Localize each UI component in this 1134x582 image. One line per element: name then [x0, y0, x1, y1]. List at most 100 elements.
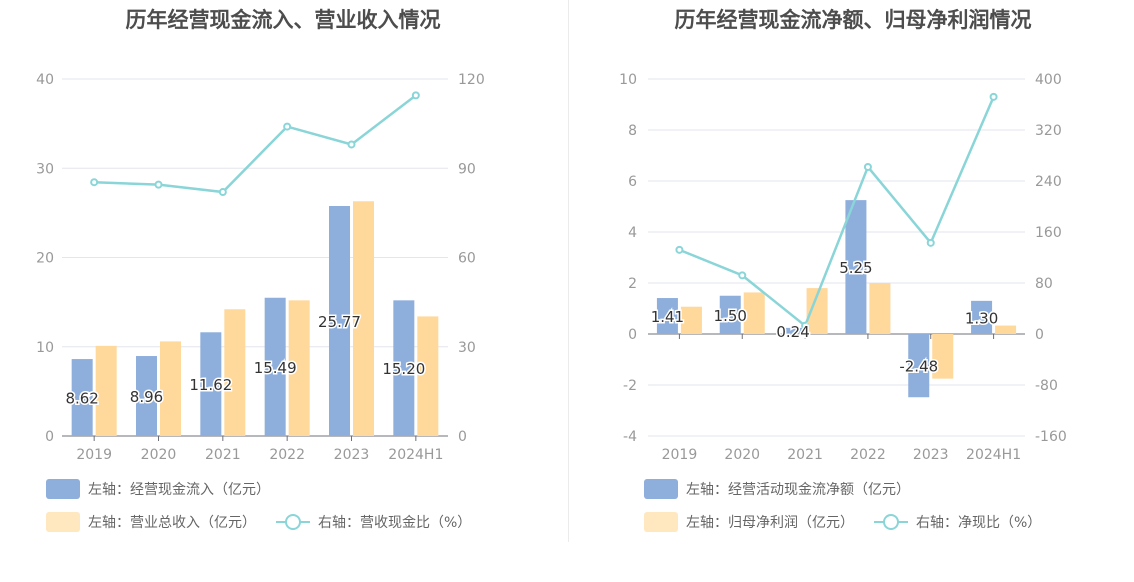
- y-left-tick-label: 0: [628, 327, 637, 343]
- bar-series1: [393, 300, 415, 436]
- legend-row-1: 左轴：经营活动现金流净额（亿元）: [644, 479, 930, 499]
- line-point: [347, 140, 356, 149]
- bar-series2: [224, 309, 246, 436]
- bar-data-label: 8.62: [65, 390, 98, 408]
- x-tick-label: 2019: [662, 447, 698, 463]
- legend-swatch-line: [276, 512, 310, 532]
- x-tick-label: 2022: [850, 447, 886, 463]
- legend-item-net-cash-ratio[interactable]: 右轴：净现比（%）: [874, 512, 1041, 532]
- legend-swatch-bar2: [46, 512, 80, 532]
- y-right-tick-label: 0: [458, 429, 467, 445]
- bar-series1: [200, 332, 222, 436]
- y-right-tick-label: 30: [458, 340, 476, 356]
- y-right-tick-label: 0: [1035, 327, 1044, 343]
- y-left-tick-label: 0: [45, 429, 54, 445]
- y-left-tick-label: 10: [619, 72, 637, 88]
- x-tick-label: 2020: [724, 447, 760, 463]
- legend-swatch-bar2: [644, 512, 678, 532]
- legend-item-net-cash-flow[interactable]: 左轴：经营活动现金流净额（亿元）: [644, 479, 910, 499]
- bar-series1: [656, 298, 678, 334]
- bar-data-label: 0.24: [776, 323, 809, 341]
- legend-label: 左轴：归母净利润（亿元）: [686, 515, 854, 531]
- legend-row-2: 左轴：营业总收入（亿元） 右轴：营收现金比（%）: [46, 512, 491, 532]
- bar-series2: [995, 325, 1017, 334]
- legend-label: 右轴：净现比（%）: [916, 515, 1042, 531]
- bar-series2: [95, 345, 117, 436]
- bar-series2: [160, 341, 181, 436]
- chart-panel-net-cash-flow: 历年经营现金流净额、归母净利润情况 -4 -2 0 2 4 6 8 10 -160 -80 0 80 1…: [572, 0, 1134, 582]
- x-tick-label: 2020: [141, 447, 177, 463]
- y-right-tick-label: 120: [458, 72, 485, 88]
- bar-data-label: 5.25: [839, 259, 872, 277]
- line-point: [283, 122, 292, 131]
- y-right-tick-label: 400: [1035, 72, 1062, 88]
- legend-item-cash-inflow[interactable]: 左轴：经营现金流入（亿元）: [46, 479, 270, 499]
- x-tick-label: 2023: [913, 447, 949, 463]
- y-left-tick-label: 40: [36, 72, 54, 88]
- chart-title: 历年经营现金流入、营业收入情况: [125, 8, 441, 32]
- y-right-tick-label: 160: [1035, 225, 1062, 241]
- bar-series1: [719, 295, 741, 334]
- bar-series1: [136, 356, 157, 436]
- legend-row-1: 左轴：经营现金流入（亿元）: [46, 479, 290, 499]
- x-tick-label: 2023: [334, 447, 370, 463]
- line-series: [678, 96, 995, 328]
- legend-item-cash-ratio[interactable]: 右轴：营收现金比（%）: [276, 512, 471, 532]
- legend-label: 左轴：经营现金流入（亿元）: [88, 482, 270, 498]
- y-right-tick-label: -80: [1035, 378, 1058, 394]
- panel-divider: [568, 0, 569, 542]
- legend-item-net-profit[interactable]: 左轴：归母净利润（亿元）: [644, 512, 854, 532]
- bar-data-label: 8.96: [130, 388, 163, 406]
- line-series: [94, 94, 417, 194]
- y-left-tick-label: 30: [36, 161, 54, 177]
- bar-series1: [71, 359, 93, 436]
- chart-panel-cash-inflow: 历年经营现金流入、营业收入情况 0 10 20 30 40 0 30 60 90 120 2019 2…: [0, 0, 566, 582]
- y-right-tick-label: 60: [458, 251, 476, 267]
- bar-data-label: 11.62: [189, 376, 232, 394]
- legend-item-revenue[interactable]: 左轴：营业总收入（亿元）: [46, 512, 256, 532]
- bar-series2: [743, 292, 765, 334]
- x-tick-label: 2022: [269, 447, 305, 463]
- legend-row-2: 左轴：归母净利润（亿元） 右轴：净现比（%）: [644, 512, 1061, 532]
- bar-series1: [329, 206, 350, 436]
- line-point: [989, 92, 998, 101]
- x-tick-label: 2021: [787, 447, 823, 463]
- chart-plot-net-cash-flow: -4 -2 0 2 4 6 8 10 -160 -80 0 80 160 240 320 400 2019 202…: [619, 72, 1067, 463]
- bar-series1: [264, 297, 286, 436]
- x-tick-label: 2024H1: [966, 447, 1021, 463]
- bar-series2: [288, 300, 310, 436]
- y-left-tick-label: 20: [36, 251, 54, 267]
- x-tick-label: 2024H1: [388, 447, 443, 463]
- legend-swatch-line: [874, 512, 908, 532]
- bar-data-label: 1.30: [965, 309, 998, 327]
- line-point: [926, 238, 935, 247]
- line-point: [154, 180, 163, 189]
- bar-data-label: 15.20: [382, 360, 425, 378]
- bar-series1: [845, 200, 867, 334]
- legend-swatch-bar1: [644, 479, 678, 499]
- bar-series2: [869, 283, 891, 334]
- y-left-tick-label: 2: [628, 276, 637, 292]
- bar-data-label: 25.77: [318, 313, 361, 331]
- y-left-tick-label: 10: [36, 340, 54, 356]
- bar-data-label: -2.48: [899, 358, 938, 376]
- line-point: [738, 271, 747, 280]
- x-tick-label: 2019: [76, 447, 112, 463]
- line-point: [675, 245, 684, 254]
- line-point: [218, 188, 227, 197]
- bar-series2: [932, 334, 954, 379]
- bar-series1: [782, 327, 804, 334]
- y-left-tick-label: -2: [623, 378, 637, 394]
- y-right-tick-label: 90: [458, 161, 476, 177]
- legend-swatch-bar1: [46, 479, 80, 499]
- legend-label: 左轴：经营活动现金流净额（亿元）: [686, 482, 910, 498]
- line-point: [90, 178, 99, 187]
- legend-label: 左轴：营业总收入（亿元）: [88, 515, 256, 531]
- line-point: [411, 91, 420, 100]
- y-left-tick-label: -4: [623, 429, 637, 445]
- chart-title: 历年经营现金流净额、归母净利润情况: [674, 8, 1032, 32]
- line-point: [801, 321, 810, 330]
- x-tick-label: 2021: [205, 447, 241, 463]
- bar-data-label: 15.49: [254, 359, 297, 377]
- y-right-tick-label: 240: [1035, 174, 1062, 190]
